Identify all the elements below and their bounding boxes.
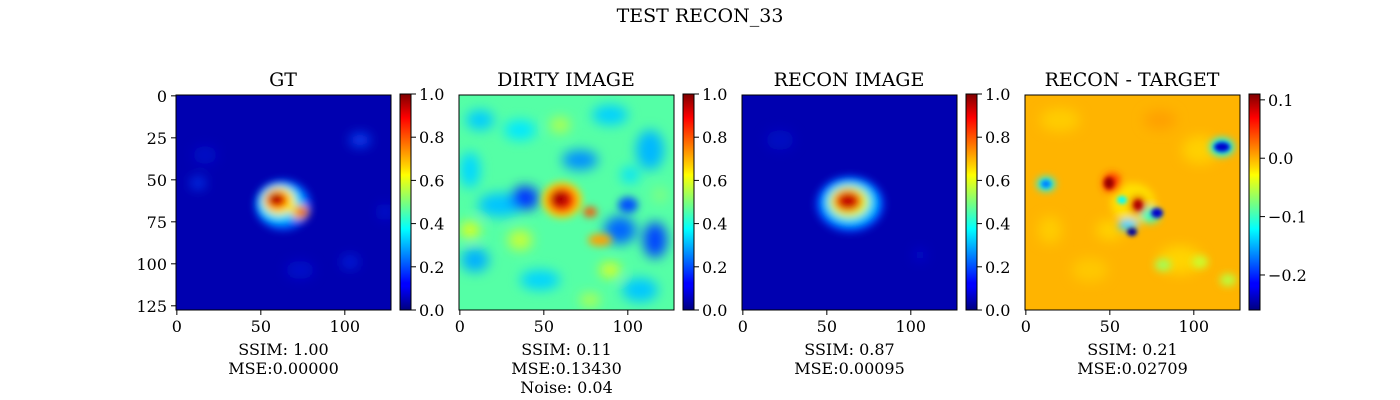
metric-line: MSE:0.00095 xyxy=(794,359,905,378)
colorbar-tick-label: 0.2 xyxy=(985,258,1010,277)
x-tick-label: 100 xyxy=(1179,317,1210,336)
colorbar-tick-label: 0.8 xyxy=(419,128,444,147)
x-axis: 0 50 100 xyxy=(738,310,926,336)
colorbar-tick-label: 0.2 xyxy=(419,258,444,277)
x-tick-label: 50 xyxy=(251,317,271,336)
colorbar-tick-label: −0.2 xyxy=(1268,266,1307,285)
colorbar-tick-label: 1.0 xyxy=(985,85,1010,104)
colorbar: 0.0 0.2 0.4 0.6 0.8 1.0 xyxy=(399,85,444,320)
colorbar-tick-label: 0.4 xyxy=(702,215,727,234)
panel-title: DIRTY IMAGE xyxy=(497,69,635,91)
panel-recon-image: RECON IMAGE 0 50 100 0.0 0.2 0.4 0.6 0.8 1.0 SS… xyxy=(738,69,1011,378)
x-tick-label: 0 xyxy=(1021,317,1031,336)
colorbar-tick-label: 0.1 xyxy=(1268,91,1293,110)
x-tick-label: 100 xyxy=(613,317,644,336)
colorbar-tick-label: 0.2 xyxy=(702,258,727,277)
colorbar: 0.0 0.2 0.4 0.6 0.8 1.0 xyxy=(682,85,727,320)
metric-line: MSE:0.13430 xyxy=(511,359,622,378)
colorbar-tick-label: 0.6 xyxy=(702,171,727,190)
y-tick-label: 75 xyxy=(147,213,167,232)
x-tick-label: 50 xyxy=(1100,317,1120,336)
heatmap-image xyxy=(176,95,391,310)
y-tick-label: 0 xyxy=(157,87,167,106)
metric-line: MSE:0.02709 xyxy=(1077,359,1188,378)
x-tick-label: 50 xyxy=(817,317,837,336)
axes-frame xyxy=(1024,94,1241,311)
colorbar-tick-label: −0.1 xyxy=(1268,208,1307,227)
metric-line: Noise: 0.04 xyxy=(520,378,613,397)
colorbar-tick-label: 0.0 xyxy=(1268,149,1293,168)
colorbar-tick-label: 0.8 xyxy=(702,128,727,147)
x-tick-label: 0 xyxy=(738,317,748,336)
y-tick-label: 25 xyxy=(147,129,167,148)
colorbar-gradient xyxy=(682,93,695,311)
metric-line: SSIM: 0.11 xyxy=(521,340,611,359)
axes-frame xyxy=(175,94,392,311)
x-tick-label: 100 xyxy=(896,317,927,336)
x-tick-label: 0 xyxy=(455,317,465,336)
colorbar-tick-label: 0.0 xyxy=(419,301,444,320)
x-tick-label: 50 xyxy=(534,317,554,336)
colorbar-tick-label: 1.0 xyxy=(702,85,727,104)
metric-line: SSIM: 1.00 xyxy=(238,340,328,359)
colorbar-gradient xyxy=(965,93,978,311)
x-tick-label: 100 xyxy=(330,317,361,336)
colorbar-gradient xyxy=(1248,93,1261,311)
x-axis: 0 50 100 xyxy=(172,310,360,336)
y-tick-label: 50 xyxy=(147,171,167,190)
axes-frame xyxy=(741,94,958,311)
colorbar-tick-label: 0.6 xyxy=(419,171,444,190)
y-tick-label: 125 xyxy=(136,297,167,316)
x-tick-label: 0 xyxy=(172,317,182,336)
colorbar-tick-label: 0.0 xyxy=(985,301,1010,320)
panel-gt: GT 0 50 100 0 25 50 75 100 125 xyxy=(136,69,444,378)
y-tick-label: 100 xyxy=(136,255,167,274)
colorbar-tick-label: 0.0 xyxy=(702,301,727,320)
colorbar: 0.0 0.2 0.4 0.6 0.8 1.0 xyxy=(965,85,1010,320)
panel-recon-minus-target: RECON - TARGET xyxy=(1021,69,1307,378)
metric-line: MSE:0.00000 xyxy=(228,359,339,378)
axes-frame xyxy=(458,94,675,311)
x-axis: 0 50 100 xyxy=(1021,310,1209,336)
colorbar-tick-label: 1.0 xyxy=(419,85,444,104)
y-axis: 0 25 50 75 100 125 xyxy=(136,87,176,316)
heatmap-image xyxy=(459,95,674,310)
colorbar-tick-label: 0.8 xyxy=(985,128,1010,147)
colorbar-gradient xyxy=(399,93,412,311)
heatmap-image xyxy=(742,95,957,310)
panel-title: RECON IMAGE xyxy=(774,69,925,91)
colorbar-tick-label: 0.4 xyxy=(985,215,1010,234)
x-axis: 0 50 100 xyxy=(455,310,643,336)
panel-dirty-image: DIRTY IMAGE xyxy=(455,69,728,397)
colorbar-tick-label: 0.6 xyxy=(985,171,1010,190)
metric-line: SSIM: 0.87 xyxy=(804,340,894,359)
metric-line: SSIM: 0.21 xyxy=(1087,340,1177,359)
colorbar: 0.1 0.0 −0.1 −0.2 xyxy=(1248,91,1307,311)
figure-title: TEST RECON_33 xyxy=(617,5,784,27)
panel-title: GT xyxy=(269,69,297,91)
colorbar-tick-label: 0.4 xyxy=(419,215,444,234)
heatmap-image xyxy=(1025,95,1240,310)
panel-title: RECON - TARGET xyxy=(1045,69,1220,91)
